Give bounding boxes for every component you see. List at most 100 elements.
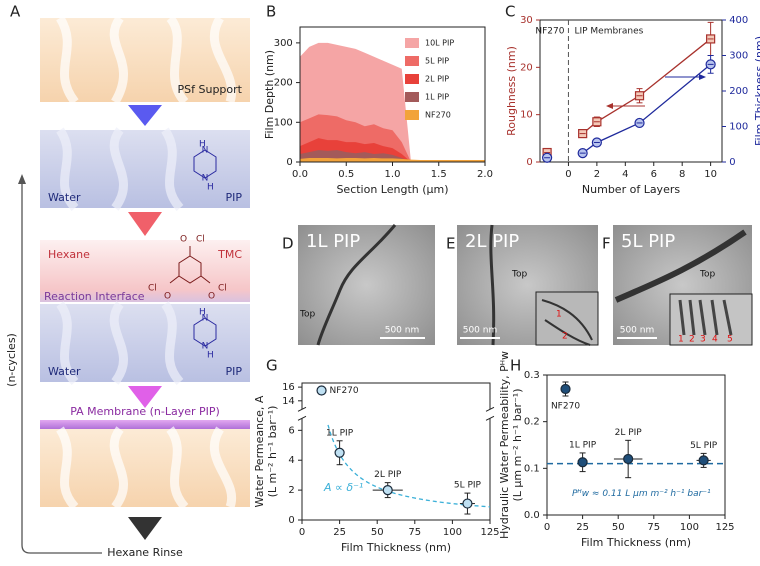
atom-label: H xyxy=(199,140,206,150)
top-annotation: Top xyxy=(699,270,715,280)
micrograph: 5L PIP Top 500 nm 1 2 3 4 5 xyxy=(613,225,753,346)
y-tick-label: 0.2 xyxy=(524,417,540,428)
y-tick-label: 0 xyxy=(286,157,292,168)
x-tick-label: 125 xyxy=(715,522,734,533)
x-tick-label: 0.5 xyxy=(338,169,354,180)
pore-swirl xyxy=(56,301,184,386)
scale-bar-label: 500 nm xyxy=(620,326,655,336)
y-tick-label: 20 xyxy=(520,62,533,73)
legend-label: NF270 xyxy=(425,111,451,120)
series-line xyxy=(582,63,712,154)
x-tick-label: 0 xyxy=(544,522,550,533)
axis-break xyxy=(485,406,495,421)
fit-label: A ∝ δ⁻¹ xyxy=(323,481,363,494)
micrograph: 2L PIP Top 500 nm 1 2 xyxy=(457,224,599,346)
atom-label: O xyxy=(208,292,215,302)
piperazine xyxy=(193,149,217,179)
micrograph-title: 2L PIP xyxy=(465,231,519,252)
piperazine xyxy=(193,317,217,347)
micrograph-title: 1L PIP xyxy=(306,231,360,252)
y-tick-label: 4 xyxy=(288,455,294,466)
axis-break-gap xyxy=(299,409,305,419)
y-tick-label: 400 xyxy=(729,15,748,26)
point-label: NF270 xyxy=(330,386,359,396)
cycle-arrow xyxy=(21,182,102,554)
panel-label: E xyxy=(446,235,455,253)
water-label: Water xyxy=(48,365,81,378)
x-tick-label: 1.5 xyxy=(431,169,447,180)
y-tick-label: 0.3 xyxy=(524,370,540,381)
point-label: NF270 xyxy=(551,402,580,412)
point-label: 5L PIP xyxy=(690,441,718,451)
scale-bar-label: 500 nm xyxy=(463,326,498,336)
guide-arrowhead xyxy=(606,103,613,109)
water-layer xyxy=(40,130,250,208)
top-annotation: Top xyxy=(511,270,527,280)
legend-label: 2L PIP xyxy=(425,75,449,84)
axis-break xyxy=(297,406,307,421)
inset-label: 1 xyxy=(678,335,684,345)
y-tick-label: 300 xyxy=(274,38,293,49)
tmc-label: TMC xyxy=(217,248,242,261)
y-tick-label: 30 xyxy=(520,15,533,26)
marker xyxy=(382,485,393,496)
x-axis-label: Number of Layers xyxy=(582,183,680,196)
marker xyxy=(577,457,588,468)
inset-label: 1 xyxy=(556,310,562,320)
atom-label: H xyxy=(199,308,206,318)
hexane-layer xyxy=(40,240,250,302)
marker xyxy=(623,453,634,465)
top-annotation: Top xyxy=(299,310,315,320)
y-axis-label: Water Permeance, A xyxy=(253,395,266,507)
marker xyxy=(698,455,709,466)
x-tick-label: 75 xyxy=(647,522,660,533)
axis-break-gap xyxy=(487,409,493,419)
x-axis-label: Section Length (μm) xyxy=(336,183,448,196)
film-edge xyxy=(614,229,747,303)
micrograph-title: 5L PIP xyxy=(621,231,675,252)
legend-label: 1L PIP xyxy=(425,93,449,102)
atom-label: O xyxy=(164,292,171,302)
point-label: 2L PIP xyxy=(374,470,402,480)
step-arrow xyxy=(128,517,162,540)
cycle-arrowhead xyxy=(18,174,26,184)
region-label: NF270 xyxy=(535,27,564,37)
atom-label: Cl xyxy=(218,284,227,294)
y-tick-label: 200 xyxy=(729,86,748,97)
plot-frame xyxy=(546,374,726,516)
y-tick-label: 10 xyxy=(520,110,533,121)
y-axis-label: (L μm m⁻² h⁻¹ bar⁻¹) xyxy=(511,389,524,502)
x-tick-label: 0.0 xyxy=(292,169,308,180)
legend-swatch xyxy=(405,110,419,120)
x-tick-label: 50 xyxy=(371,527,384,538)
y-tick-label: 100 xyxy=(274,117,293,128)
y-axis-label: Film Thickness (nm) xyxy=(753,36,760,146)
plot-frame xyxy=(539,19,723,163)
y-axis-label: Roughness (nm) xyxy=(505,46,518,136)
atom-label: H xyxy=(207,183,214,193)
panel-label: B xyxy=(266,3,276,21)
atom-label: N xyxy=(202,314,209,324)
y-tick-label: 200 xyxy=(274,78,293,89)
area xyxy=(300,158,485,162)
tem-image xyxy=(298,225,435,345)
pa-layer xyxy=(40,420,250,429)
pore-swirl xyxy=(56,14,237,106)
atom-label: Cl xyxy=(148,284,157,294)
x-axis-label: Film Thickness (nm) xyxy=(581,536,691,549)
panel-label: F xyxy=(602,235,611,253)
cycle-label: (n-cycles) xyxy=(5,333,18,387)
x-tick-label: 2 xyxy=(594,169,600,180)
y-tick-label: 16 xyxy=(282,382,295,393)
x-tick-label: 4 xyxy=(622,169,628,180)
x-tick-label: 100 xyxy=(443,527,462,538)
legend-swatch xyxy=(405,92,419,102)
y-tick-label: 100 xyxy=(729,122,748,133)
x-tick-label: 0 xyxy=(299,527,305,538)
step-arrow xyxy=(128,212,162,236)
x-tick-label: 2.0 xyxy=(477,169,493,180)
marker xyxy=(462,498,473,509)
scale-bar-label: 500 nm xyxy=(385,326,420,336)
panel-label: D xyxy=(282,235,294,253)
marker xyxy=(316,385,327,396)
